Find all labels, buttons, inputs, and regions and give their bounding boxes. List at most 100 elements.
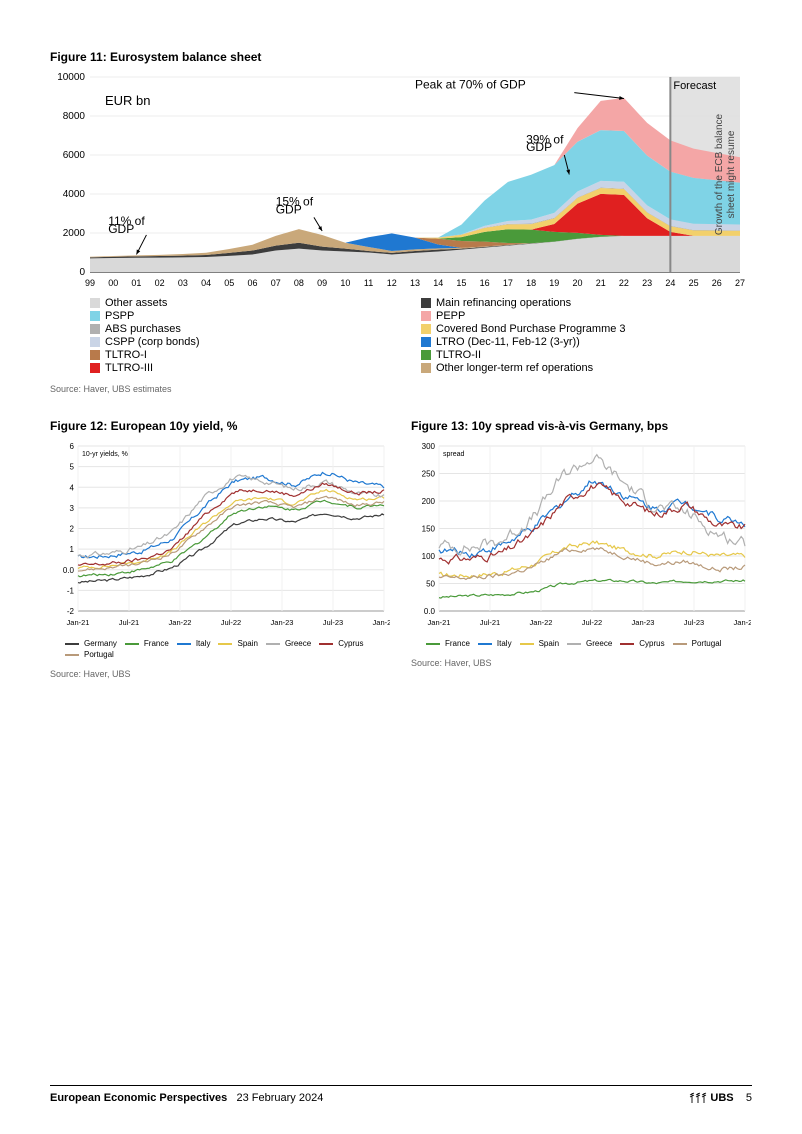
legend-label: Spain [539,639,559,648]
figure-11: Figure 11: Eurosystem balance sheet 0200… [50,50,752,394]
svg-text:sheet might resume: sheet might resume [726,130,737,218]
svg-text:24: 24 [665,278,675,288]
svg-text:Peak at 70% of GDP: Peak at 70% of GDP [415,78,526,92]
footer-left: European Economic Perspectives 23 Februa… [50,1092,323,1104]
svg-text:19: 19 [549,278,559,288]
figure-11-legend: Other assetsMain refinancing operationsP… [50,297,752,374]
figure-13-legend: FranceItalySpainGreeceCyprusPortugal [411,636,752,648]
svg-text:2000: 2000 [63,228,86,239]
legend-item: Other assets [90,297,421,309]
svg-text:14: 14 [433,278,443,288]
figure-12-source: Source: Haver, UBS [50,669,391,679]
legend-label: Main refinancing operations [436,297,571,309]
legend-label: Germany [84,639,117,648]
svg-text:10000: 10000 [57,72,85,83]
legend-swatch [567,643,581,645]
svg-text:09: 09 [317,278,327,288]
svg-text:GDP: GDP [276,203,302,217]
svg-text:26: 26 [712,278,722,288]
svg-text:08: 08 [294,278,304,288]
svg-text:11: 11 [364,278,373,288]
figure-13-source: Source: Haver, UBS [411,658,752,668]
svg-text:10-yr yields, %: 10-yr yields, % [82,451,128,458]
svg-text:Jan-23: Jan-23 [271,618,294,627]
legend-swatch [90,311,100,321]
svg-text:50: 50 [426,580,435,589]
legend-item: Portugal [673,639,722,648]
svg-text:6000: 6000 [63,150,86,161]
legend-item: France [426,639,470,648]
svg-text:-1: -1 [67,586,75,595]
svg-text:20: 20 [572,278,582,288]
svg-text:8000: 8000 [63,111,86,122]
legend-label: TLTRO-I [105,349,147,361]
figure-12-legend: GermanyFranceItalySpainGreeceCyprusPortu… [50,636,391,659]
svg-text:04: 04 [201,278,211,288]
svg-text:Jan-21: Jan-21 [67,618,90,627]
legend-swatch [421,337,431,347]
svg-text:Jul-21: Jul-21 [480,618,500,627]
footer-date: 23 February 2024 [236,1092,323,1104]
legend-item: PSPP [90,310,421,322]
svg-text:0: 0 [79,267,85,278]
svg-text:Jan-24: Jan-24 [734,618,751,627]
legend-swatch [218,643,232,645]
legend-swatch [90,337,100,347]
figure-11-chart: 0200040006000800010000990001020304050607… [50,72,752,297]
svg-text:250: 250 [422,470,436,479]
svg-text:13: 13 [410,278,420,288]
legend-label: Cyprus [639,639,664,648]
svg-text:300: 300 [422,442,436,451]
figure-13-chart: 0.050100150200250300Jan-21Jul-21Jan-22Ju… [411,441,751,631]
legend-swatch [266,643,280,645]
svg-text:GDP: GDP [108,222,134,236]
legend-item: Covered Bond Purchase Programme 3 [421,323,752,335]
svg-text:Jul-22: Jul-22 [221,618,241,627]
svg-text:0.0: 0.0 [63,566,75,575]
svg-text:200: 200 [422,497,436,506]
ubs-keys-icon [689,1092,707,1104]
svg-text:5: 5 [70,463,75,472]
legend-swatch [478,643,492,645]
legend-swatch [421,298,431,308]
legend-swatch [421,363,431,373]
legend-item: Cyprus [319,639,363,648]
legend-label: Italy [497,639,512,648]
legend-swatch [65,643,79,645]
legend-swatch [421,324,431,334]
legend-item: Portugal [65,650,114,659]
legend-item: France [125,639,169,648]
legend-swatch [125,643,139,645]
legend-item: PEPP [421,310,752,322]
legend-swatch [90,350,100,360]
svg-text:22: 22 [619,278,629,288]
svg-text:27: 27 [735,278,745,288]
svg-text:-2: -2 [67,607,75,616]
legend-item: Italy [478,639,512,648]
svg-text:06: 06 [247,278,257,288]
legend-item: LTRO (Dec-11, Feb-12 (3-yr)) [421,336,752,348]
legend-swatch [90,298,100,308]
legend-item: Spain [520,639,559,648]
svg-text:Jul-21: Jul-21 [119,618,139,627]
legend-swatch [90,324,100,334]
legend-item: Cyprus [620,639,664,648]
svg-text:12: 12 [387,278,397,288]
legend-label: PSPP [105,310,134,322]
legend-swatch [421,350,431,360]
svg-text:6: 6 [70,442,75,451]
svg-text:05: 05 [224,278,234,288]
svg-text:Jan-24: Jan-24 [373,618,390,627]
svg-text:15: 15 [456,278,466,288]
legend-item: Main refinancing operations [421,297,752,309]
legend-item: TLTRO-I [90,349,421,361]
legend-item: Greece [266,639,311,648]
legend-label: Portugal [692,639,722,648]
legend-label: LTRO (Dec-11, Feb-12 (3-yr)) [436,336,580,348]
svg-text:16: 16 [480,278,490,288]
svg-text:100: 100 [422,552,436,561]
svg-text:10: 10 [340,278,350,288]
footer-page: 5 [746,1092,752,1104]
svg-text:07: 07 [271,278,281,288]
legend-label: Spain [237,639,257,648]
